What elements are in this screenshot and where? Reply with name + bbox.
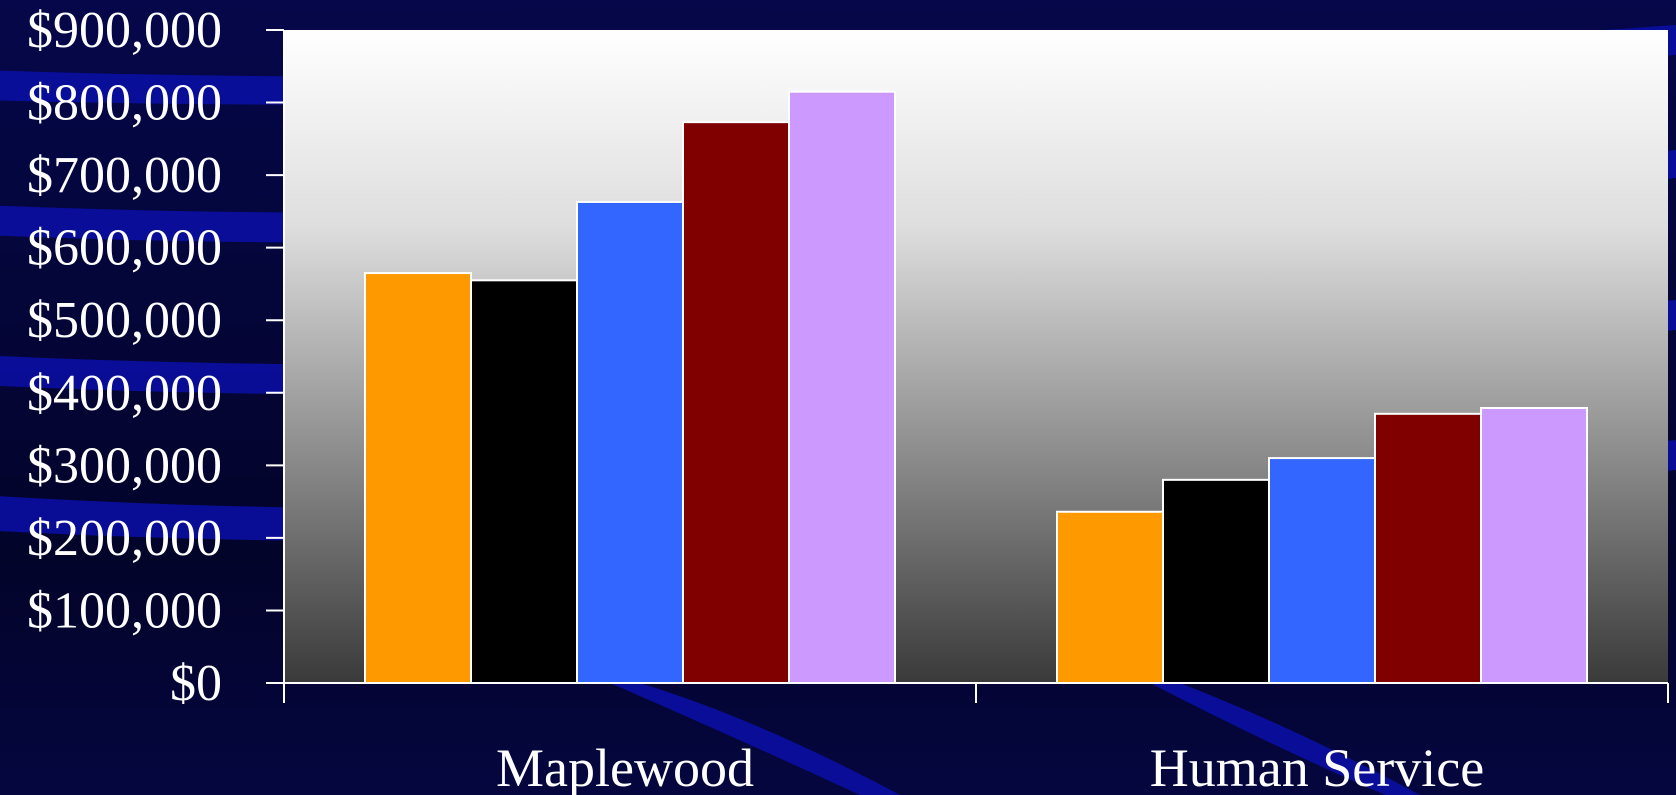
bars-group: [364, 90, 1588, 685]
background-swoosh-5: [610, 683, 900, 795]
bar-human-service-series-4: [1374, 412, 1482, 684]
y-axis-tick-labels: $0 $100,000 $200,000 $300,000 $400,000 $500,0…: [27, 2, 222, 712]
y-tick-label: $0: [170, 655, 222, 712]
axes-group: [266, 29, 1669, 703]
bar-maplewood-series-1: [364, 272, 472, 684]
y-tick-label: $300,000: [27, 437, 222, 494]
bar-human-service-series-5: [1480, 407, 1588, 684]
y-tick-label: $800,000: [27, 75, 222, 132]
bar-maplewood-series-3: [576, 200, 684, 684]
y-tick-label: $100,000: [27, 582, 222, 639]
bar-human-service-series-2: [1162, 478, 1270, 684]
y-tick-label: $200,000: [27, 510, 222, 567]
y-tick-label: $700,000: [27, 147, 222, 204]
y-tick-label: $600,000: [27, 220, 222, 277]
x-axis-category-labels: Maplewood Human Service: [496, 738, 1484, 795]
category-label: Human Service: [1150, 738, 1484, 795]
background-swoosh-6: [1150, 683, 1420, 795]
bar-maplewood-series-5: [788, 90, 896, 684]
bar-human-service-series-1: [1056, 510, 1164, 684]
y-tick-label: $400,000: [27, 365, 222, 422]
bar-human-service-series-3: [1268, 457, 1376, 685]
y-tick-label: $900,000: [27, 2, 222, 59]
category-label: Maplewood: [496, 738, 754, 795]
bar-maplewood-series-2: [470, 279, 578, 684]
bar-maplewood-series-4: [682, 121, 790, 684]
y-tick-label: $500,000: [27, 292, 222, 349]
